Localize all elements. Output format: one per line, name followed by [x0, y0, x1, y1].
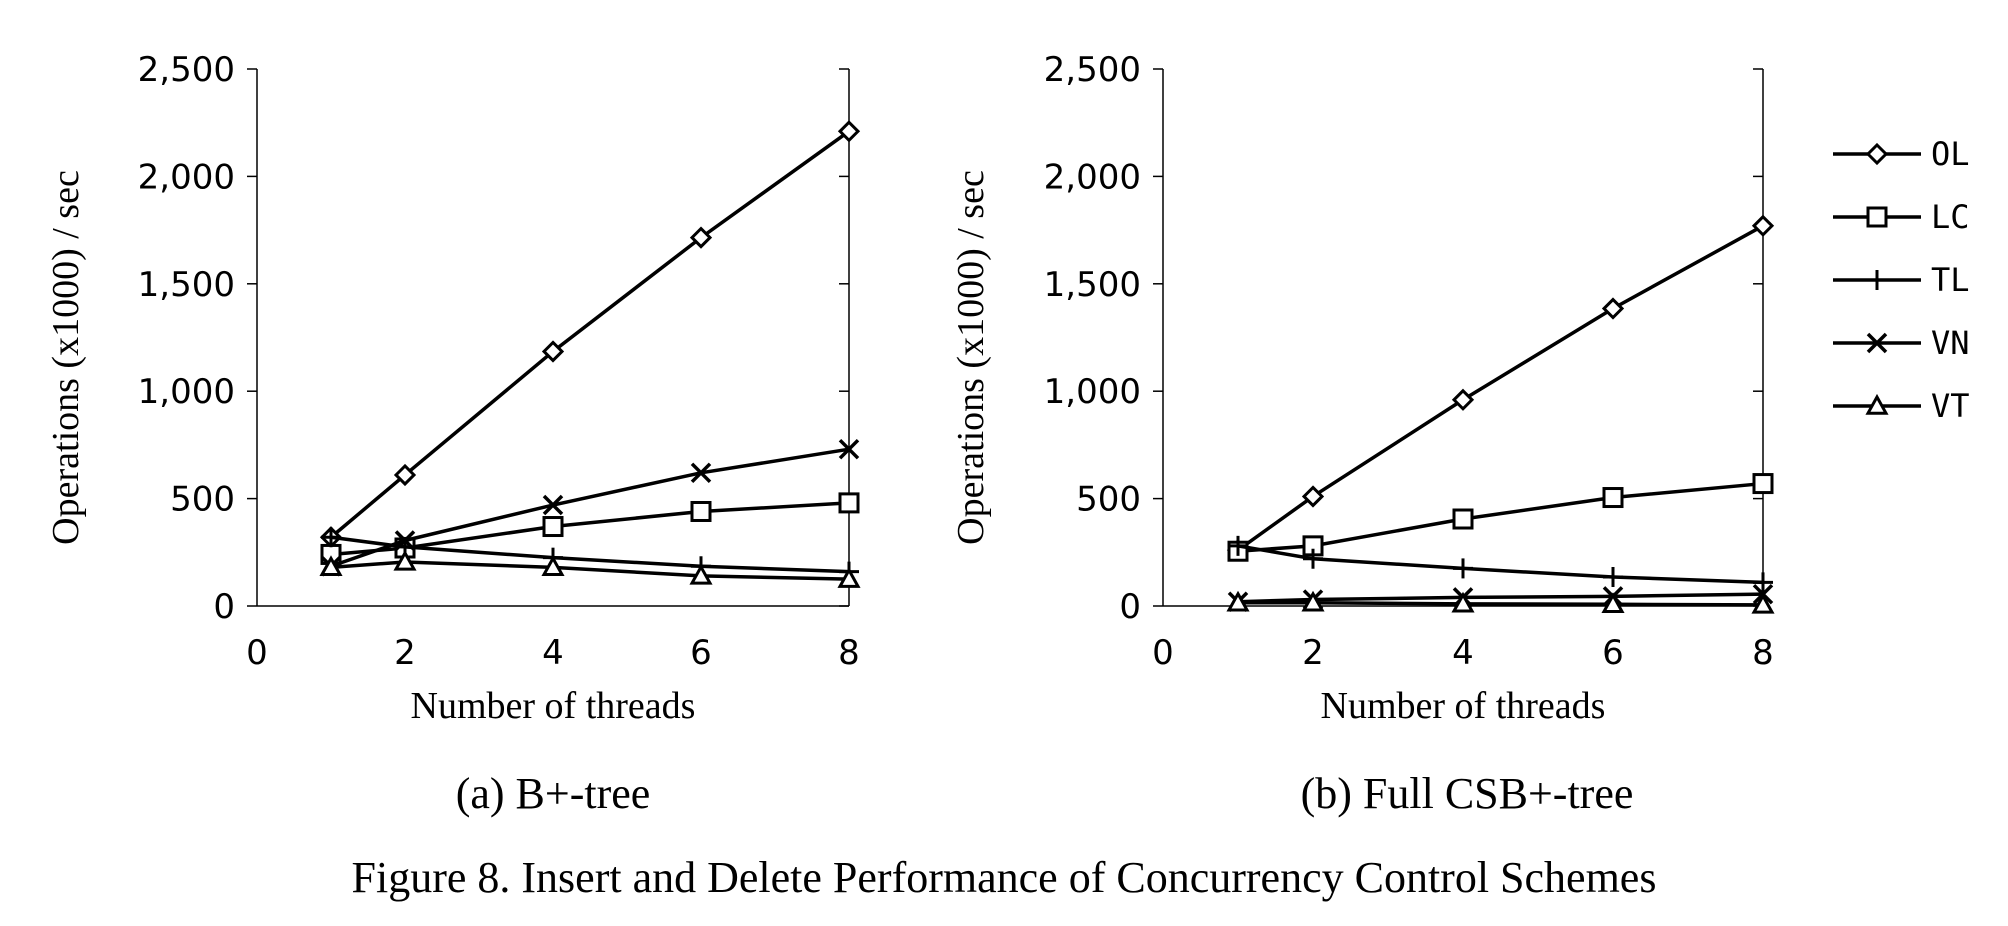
data-point-vt: [1751, 592, 1775, 614]
series-tl: [1228, 535, 1773, 593]
legend-label: LC: [1931, 198, 1970, 236]
legend-marker: [1865, 142, 1889, 166]
legend-label: VN: [1931, 324, 1970, 362]
x-tick-label: 2: [394, 633, 416, 673]
x-tick-label: 6: [1602, 633, 1624, 673]
data-point-ol: [1751, 214, 1775, 237]
data-point-vt: [393, 549, 417, 571]
chart-b-plus-tree: 0 500 1,000 1,500 2,000 2,500 0 2 4 6 8 Number of t…: [45, 50, 861, 818]
data-point-vn: [838, 438, 860, 460]
y-tick-label: 500: [1076, 480, 1141, 520]
data-point-lc: [1452, 508, 1474, 530]
x-tick-label: 8: [1752, 633, 1774, 673]
y-axis-label: Operations (x1000) / sec: [950, 170, 992, 545]
data-point-vn: [394, 530, 416, 551]
series-ol: [319, 120, 861, 549]
data-point-lc: [838, 492, 860, 514]
y-tick-label: 2,000: [1044, 157, 1141, 197]
data-point-ol: [837, 120, 861, 143]
data-point-vt: [689, 563, 713, 585]
legend-marker: [1866, 332, 1888, 354]
data-point-ol: [1601, 297, 1625, 320]
data-point-ol: [393, 463, 417, 487]
legend-entry-vn: VN: [1833, 324, 1970, 362]
legend-entry-lc: LC: [1833, 198, 1970, 236]
data-point-vt: [837, 567, 861, 588]
x-tick-label: 0: [1152, 633, 1174, 673]
data-point-ol: [541, 340, 565, 363]
series-vn: [320, 438, 860, 577]
y-tick-label: 1,000: [1044, 372, 1141, 412]
x-axis-label: Number of threads: [411, 685, 696, 727]
data-point-vn: [542, 494, 564, 516]
series-ol: [1226, 214, 1775, 562]
x-axis-label: Number of threads: [1321, 685, 1606, 727]
data-point-lc: [542, 516, 564, 538]
legend: OL LC TL VN VT: [1833, 135, 1970, 425]
y-tick-label: 2,500: [1044, 50, 1141, 90]
data-point-vt: [541, 555, 565, 577]
x-tick-label: 0: [246, 633, 268, 673]
legend-label: TL: [1931, 261, 1970, 299]
y-tick-label: 2,000: [138, 157, 235, 197]
chart-full-csb-plus-tree: 0 500 1,000 1,500 2,000 2,500 0 2 4 6 8 Number of t…: [950, 50, 1775, 818]
x-tick-label: 4: [542, 633, 564, 673]
legend-label: VT: [1931, 387, 1970, 425]
data-point-lc: [690, 500, 712, 522]
data-point-vt: [1226, 590, 1250, 612]
legend-label: OL: [1931, 135, 1970, 173]
data-point-vt: [319, 555, 343, 577]
y-tick-label: 1,500: [138, 265, 235, 305]
legend-entry-tl: TL: [1833, 261, 1970, 299]
data-point-tl: [1753, 572, 1773, 593]
y-tick-label: 500: [170, 480, 235, 520]
data-point-tl: [1228, 535, 1248, 556]
data-point-vt: [1451, 591, 1475, 613]
data-point-lc: [1752, 473, 1774, 495]
legend-marker: [1866, 206, 1888, 228]
series-lc: [320, 492, 860, 565]
legend-entry-ol: OL: [1833, 135, 1970, 173]
legend-entry-vt: VT: [1833, 387, 1970, 425]
series-vt: [1226, 590, 1775, 614]
data-point-vt: [1301, 590, 1325, 612]
chart-subtitle: (b) Full CSB+-tree: [1301, 769, 1634, 818]
x-tick-label: 2: [1302, 633, 1324, 673]
figure-caption: Figure 8. Insert and Delete Performance …: [352, 853, 1657, 902]
series-vt: [319, 549, 861, 588]
data-point-tl: [1603, 567, 1623, 588]
y-tick-label: 0: [1119, 587, 1141, 627]
y-axis-label: Operations (x1000) / sec: [45, 170, 87, 545]
legend-marker: [1867, 270, 1887, 290]
y-tick-label: 0: [213, 587, 235, 627]
data-point-ol: [689, 226, 713, 249]
data-point-ol: [1451, 388, 1475, 411]
data-point-tl: [1303, 548, 1323, 569]
data-point-ol: [1301, 485, 1325, 508]
data-point-vt: [1601, 592, 1625, 613]
y-tick-label: 1,000: [138, 372, 235, 412]
chart-subtitle: (a) B+-tree: [456, 769, 651, 818]
y-tick-label: 2,500: [138, 50, 235, 90]
y-tick-label: 1,500: [1044, 265, 1141, 305]
x-tick-label: 6: [690, 633, 712, 673]
legend-marker: [1865, 393, 1889, 415]
data-point-tl: [321, 527, 341, 548]
data-point-tl: [1453, 558, 1473, 579]
x-tick-label: 8: [838, 633, 860, 673]
data-point-vn: [690, 462, 712, 484]
series-lc: [1227, 473, 1774, 562]
data-point-lc: [1602, 487, 1624, 509]
x-tick-label: 4: [1452, 633, 1474, 673]
